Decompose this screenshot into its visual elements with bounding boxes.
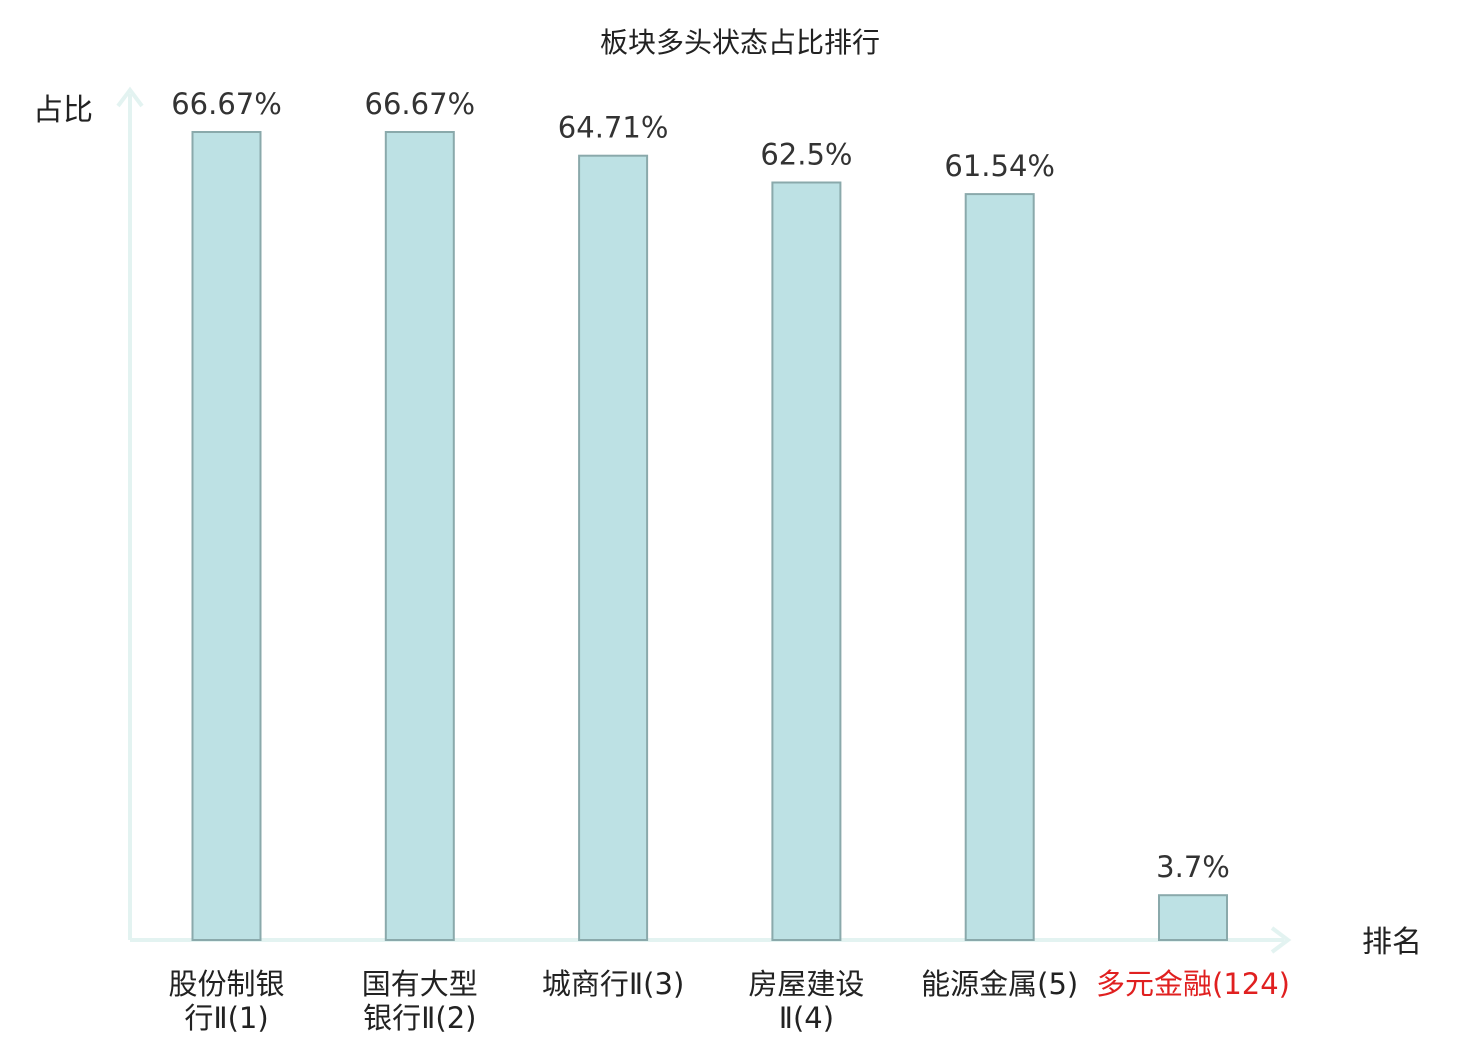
- bar-5: [1158, 894, 1228, 942]
- category-label-3: 房屋建设 Ⅱ(4): [748, 967, 864, 1035]
- bar-3: [771, 181, 842, 941]
- bar-0: [191, 131, 262, 941]
- y-axis-arrow: [116, 86, 144, 108]
- category-label-0-line-0: 股份制银: [168, 967, 284, 1001]
- bar-2: [578, 154, 649, 941]
- category-label-1-line-1: 银行Ⅱ(2): [363, 1001, 476, 1035]
- category-label-5: 多元金融(124): [1096, 967, 1290, 1001]
- category-label-3-line-1: Ⅱ(4): [779, 1001, 834, 1035]
- value-label-1: 66.67%: [365, 87, 476, 121]
- value-label-5: 3.7%: [1156, 850, 1230, 884]
- category-label-3-line-0: 房屋建设: [748, 967, 864, 1001]
- category-label-4-line-0: 能源金属(5): [921, 967, 1078, 1001]
- category-label-5-line-0: 多元金融(124): [1096, 967, 1290, 1001]
- x-axis-label: 排名: [1362, 925, 1422, 960]
- category-label-1-line-0: 国有大型: [362, 967, 478, 1001]
- value-label-2: 64.71%: [558, 111, 669, 145]
- category-label-4: 能源金属(5): [921, 967, 1078, 1001]
- x-axis-arrow: [1270, 926, 1292, 954]
- category-label-0-line-1: 行Ⅱ(1): [184, 1001, 268, 1035]
- y-axis: [116, 86, 144, 940]
- category-label-0: 股份制银行Ⅱ(1): [168, 967, 284, 1035]
- y-axis-label: 占比: [33, 93, 93, 128]
- chart-title: 板块多头状态占比排行: [600, 26, 880, 59]
- value-label-3: 62.5%: [760, 138, 852, 172]
- bar-1: [384, 131, 455, 941]
- category-label-2: 城商行Ⅱ(3): [542, 967, 684, 1001]
- value-label-0: 66.67%: [171, 87, 282, 121]
- x-axis: [130, 926, 1292, 954]
- bars-group: [191, 131, 1228, 942]
- category-labels-group: 股份制银行Ⅱ(1) 国有大型银行Ⅱ(2) 城商行Ⅱ(3) 房屋建设 Ⅱ(4) 能源金属(5…: [168, 967, 1290, 1035]
- category-label-1: 国有大型银行Ⅱ(2): [362, 967, 478, 1035]
- value-labels-group: 66.67% 66.67% 64.71% 62.5% 61.54% 3.7%: [171, 87, 1230, 884]
- category-label-2-line-0: 城商行Ⅱ(3): [542, 967, 684, 1001]
- bar-4: [964, 193, 1035, 942]
- value-label-4: 61.54%: [944, 149, 1055, 183]
